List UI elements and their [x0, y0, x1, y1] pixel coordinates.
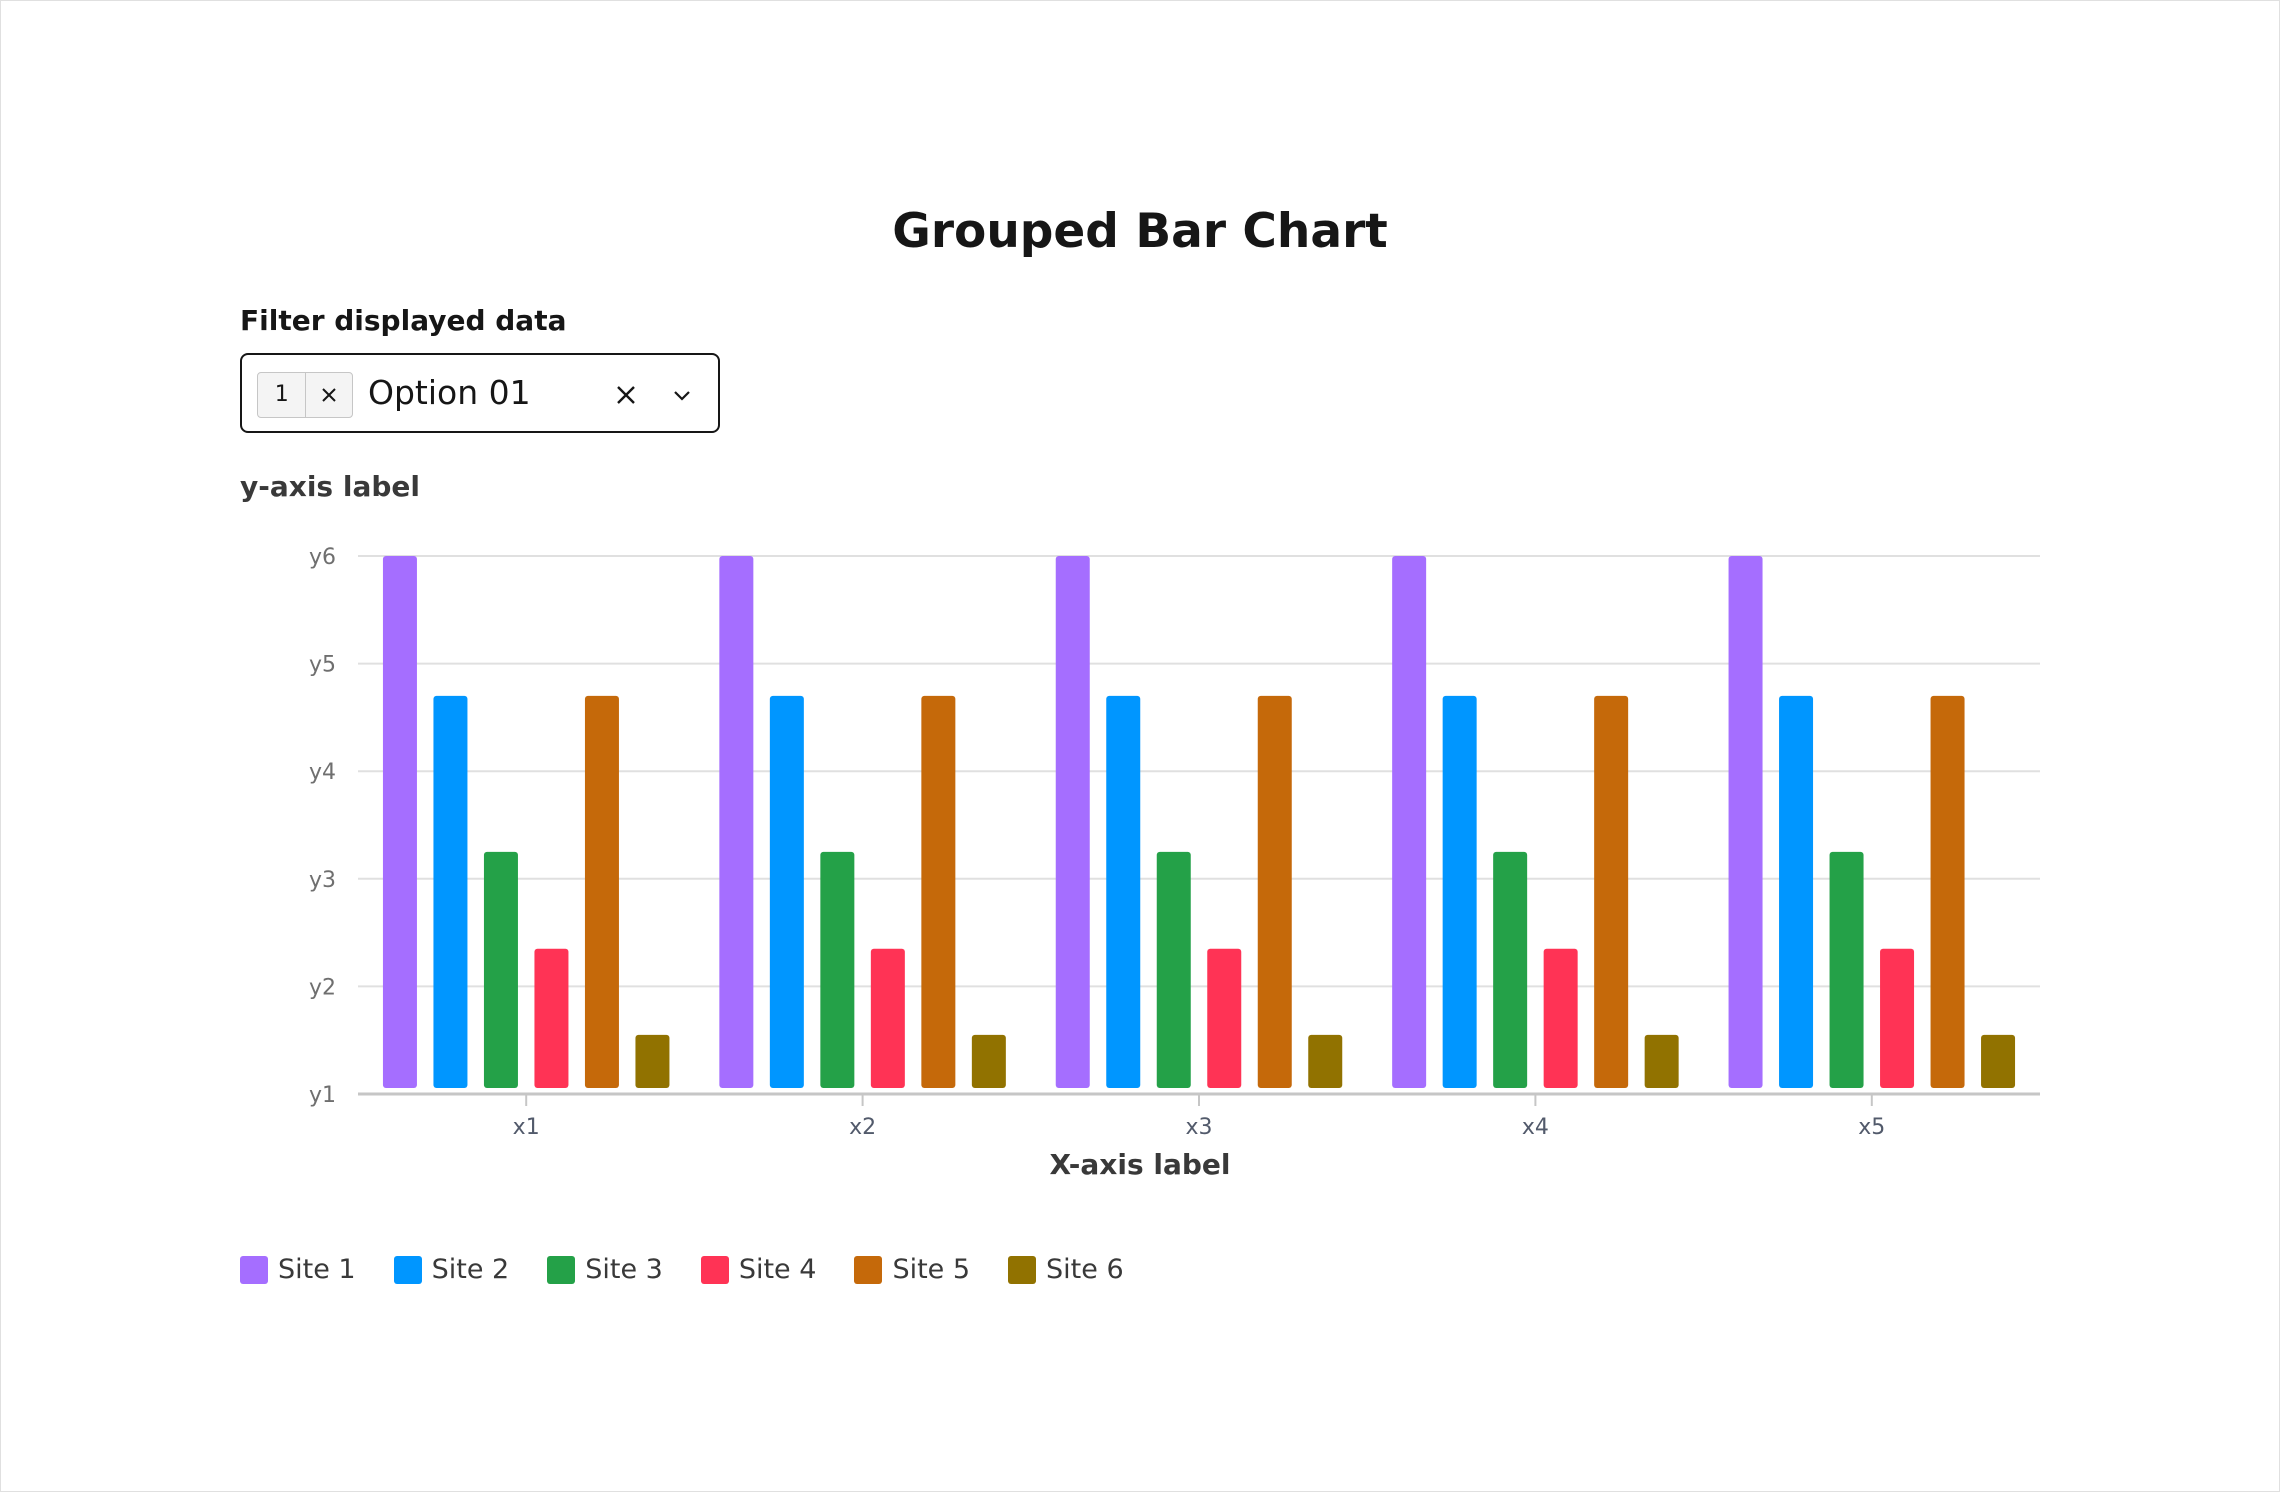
x-axis-label: X-axis label	[1049, 1148, 1230, 1181]
legend-swatch	[547, 1255, 576, 1284]
bar-site-5-x4	[1594, 695, 1629, 1088]
legend-item[interactable]: Site 1	[240, 1254, 356, 1285]
y-tick-label: y4	[309, 760, 336, 785]
dropdown-toggle[interactable]	[662, 375, 702, 415]
close-icon	[322, 388, 336, 402]
bar-site-6-x4	[1644, 1034, 1679, 1088]
y-tick-label: y6	[309, 545, 336, 570]
selection-count-tag: 1	[257, 372, 353, 418]
legend-item[interactable]: Site 3	[547, 1254, 663, 1285]
bar-site-1-x2	[719, 556, 754, 1088]
selected-option: Option 01	[368, 373, 531, 412]
bar-site-2-x2	[769, 695, 804, 1088]
y-tick-label: y2	[309, 975, 336, 1000]
x-tick-label: x2	[849, 1115, 876, 1140]
y-axis-label: y-axis label	[240, 470, 420, 503]
bars	[382, 556, 2016, 1088]
bar-site-2-x3	[1106, 695, 1141, 1088]
y-tick-label: y3	[309, 868, 336, 893]
legend-swatch	[854, 1255, 883, 1284]
filter-label: Filter displayed data	[240, 304, 567, 337]
bar-site-5-x5	[1930, 695, 1965, 1088]
bar-site-3-x3	[1156, 851, 1191, 1088]
y-tick-label: y5	[309, 653, 336, 678]
legend: Site 1 Site 2 Site 3 Site 4 Site 5 Site 6	[240, 1254, 1162, 1285]
bar-site-5-x1	[584, 695, 619, 1088]
legend-label: Site 2	[431, 1254, 510, 1285]
bar-site-5-x3	[1257, 695, 1292, 1088]
legend-label: Site 5	[892, 1254, 971, 1285]
axes: y1 y2 y3 y4 y5 y6 x1 x2 x3 x4 x5	[309, 545, 2040, 1140]
bar-site-2-x1	[433, 695, 468, 1088]
selection-count: 1	[258, 373, 307, 417]
close-icon	[617, 386, 635, 404]
bar-site-3-x2	[820, 851, 855, 1088]
bar-site-1-x1	[382, 556, 417, 1088]
bar-site-4-x2	[870, 948, 905, 1088]
bar-site-5-x2	[921, 695, 956, 1088]
x-tick-label: x4	[1522, 1115, 1549, 1140]
legend-item[interactable]: Site 6	[1008, 1254, 1124, 1285]
legend-swatch	[1008, 1255, 1037, 1284]
legend-label: Site 3	[585, 1254, 663, 1285]
bar-site-2-x5	[1779, 695, 1814, 1088]
legend-label: Site 4	[738, 1254, 817, 1285]
bar-site-1-x3	[1055, 556, 1090, 1088]
bar-site-1-x5	[1728, 556, 1763, 1088]
filter-multiselect[interactable]: 1 Option 01	[240, 353, 720, 433]
y-tick-label: y1	[309, 1083, 336, 1108]
bar-site-4-x5	[1880, 948, 1915, 1088]
bar-site-4-x1	[534, 948, 569, 1088]
legend-label: Site 6	[1046, 1254, 1124, 1285]
bar-site-3-x4	[1493, 851, 1528, 1088]
chart-title: Grouped Bar Chart	[892, 204, 1388, 259]
legend-item[interactable]: Site 4	[700, 1254, 817, 1285]
bar-site-3-x5	[1829, 851, 1864, 1088]
legend-swatch	[700, 1255, 729, 1284]
bar-site-6-x3	[1308, 1034, 1343, 1088]
x-tick-label: x1	[513, 1115, 540, 1140]
legend-swatch	[240, 1255, 268, 1284]
legend-item[interactable]: Site 5	[854, 1254, 970, 1285]
clear-all-button[interactable]	[606, 375, 646, 415]
legend-item[interactable]: Site 2	[393, 1254, 510, 1285]
bar-site-4-x4	[1543, 948, 1578, 1088]
bar-site-6-x2	[971, 1034, 1006, 1088]
bar-site-1-x4	[1392, 556, 1427, 1088]
chevron-down-icon	[674, 391, 690, 401]
x-tick-label: x3	[1185, 1115, 1212, 1140]
legend-label: Site 1	[278, 1254, 356, 1285]
bar-site-3-x1	[483, 851, 518, 1088]
bar-site-6-x5	[1981, 1034, 2016, 1088]
bar-site-2-x4	[1442, 695, 1477, 1088]
legend-swatch	[393, 1255, 422, 1284]
bar-site-4-x3	[1207, 948, 1242, 1088]
x-tick-label: x5	[1858, 1115, 1885, 1140]
clear-selection-button[interactable]	[306, 373, 352, 417]
bar-site-6-x1	[635, 1034, 670, 1088]
